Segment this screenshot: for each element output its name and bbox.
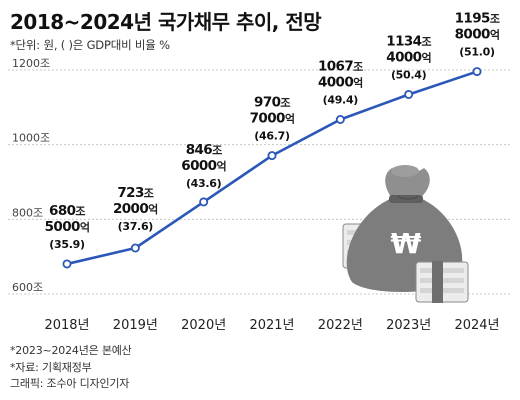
data-label-gdp-ratio: (46.7) [254,130,290,143]
data-point [335,115,345,125]
data-label-gdp-ratio: (50.4) [391,68,427,81]
data-label-gdp-ratio: (43.6) [186,177,222,190]
chart-title: 2018~2024년 국가채무 추이, 전망 [10,10,322,34]
data-label-sub: 6000억 [181,158,226,174]
data-label-main: 1067조 [318,59,363,75]
data-label-sub: 2000억 [113,201,158,217]
data-point [130,243,140,253]
data-label-sub: 8000억 [455,27,500,43]
data-point [472,67,482,77]
data-label-sub: 7000억 [250,111,295,127]
data-label-main: 1134조 [386,33,431,49]
svg-text:₩: ₩ [391,227,422,260]
data-label-main: 846조 [186,142,222,158]
footnote-forecast: *2023~2024년은 본예산 [10,344,132,357]
data-label-main: 723조 [117,185,153,201]
footnote-source: *자료: 기획재정부 [10,360,92,374]
x-axis: 2018년 2019년 2020년 2021년 2022년 2023년 2024년 [44,318,499,333]
x-tick-label: 2019년 [113,318,158,333]
x-tick-label: 2020년 [181,318,226,333]
x-tick-label: 2024년 [454,318,499,333]
y-tick-label: 1200조 [12,57,50,70]
footnote-credit: 그래픽: 조수아 디자인기자 [10,377,130,390]
data-point [267,151,277,161]
x-tick-label: 2023년 [386,318,431,333]
data-label-sub: 4000억 [386,49,431,65]
data-label-gdp-ratio: (51.0) [459,46,495,59]
data-label-main: 970조 [254,95,290,111]
y-tick-label: 1000조 [12,132,50,145]
data-point [62,259,72,269]
data-label-main: 680조 [49,203,85,219]
money-bag-icon: ₩ [342,165,469,303]
x-tick-label: 2018년 [44,318,89,333]
data-label-sub: 4000억 [318,75,363,91]
cash-stack-right-icon [415,261,469,303]
series-line-layer [62,67,482,269]
x-tick-label: 2022년 [318,318,363,333]
data-label-gdp-ratio: (37.6) [118,220,154,233]
data-point [404,89,414,99]
data-label-sub: 5000억 [45,219,90,235]
data-label-gdp-ratio: (49.4) [323,94,359,107]
data-label-main: 1195조 [455,11,500,27]
y-tick-label: 600조 [12,281,43,294]
footnotes: *2023~2024년은 본예산 *자료: 기획재정부 그래픽: 조수아 디자인… [10,343,132,393]
data-label-gdp-ratio: (35.9) [49,238,85,251]
y-axis: 600조 800조 1000조 1200조 [12,57,50,294]
y-tick-label: 800조 [12,206,43,219]
chart-subtitle: *단위: 원, ( )은 GDP대비 비율 % [10,38,170,52]
data-point [199,197,209,207]
x-tick-label: 2021년 [249,318,294,333]
